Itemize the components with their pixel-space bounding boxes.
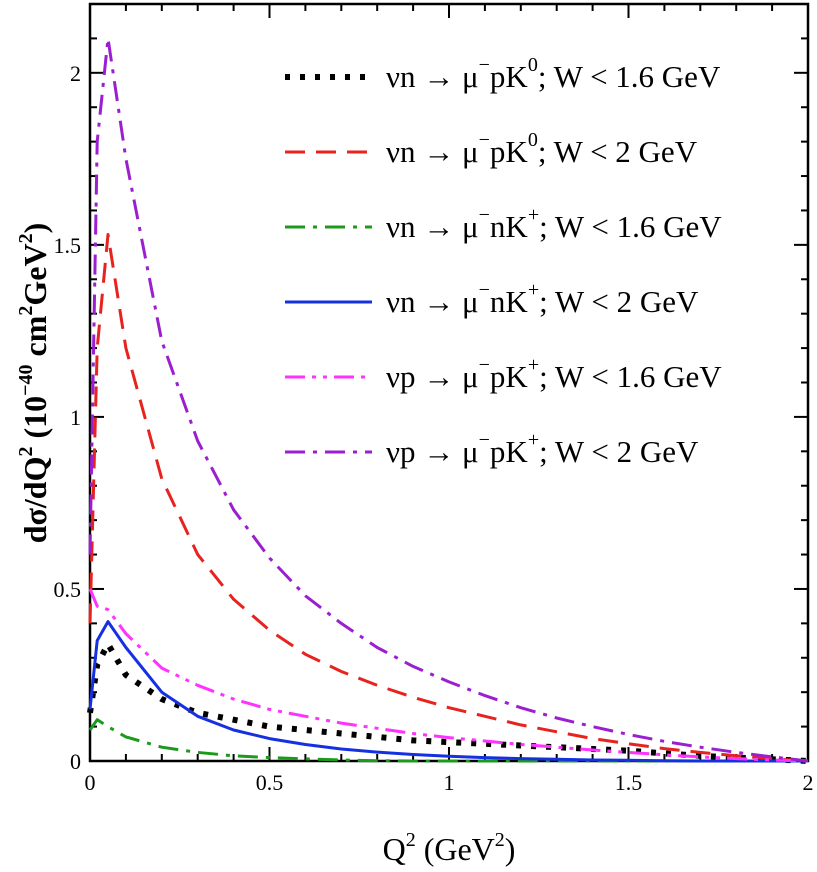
y-axis-title-main: dσ/dQ [17,457,53,544]
legend-text-part: + [528,204,539,226]
series-line-2 [88,233,809,763]
legend-text-part: − [479,204,490,226]
x-tick-label: 0 [85,770,96,795]
legend-text-part: νn → μ [386,209,479,244]
y-tick-label: 0.5 [54,577,82,602]
legend-text-part: ; W < 1.6 GeV [539,359,722,394]
legend-text-part: − [479,54,490,76]
legend-label-6: νp → μ−pK+; W < 2 GeV [386,429,699,469]
legend-text-part: νp → μ [386,359,479,394]
legend-text-part: 0 [528,129,538,151]
legend-text-part: ; W < 2 GeV [539,284,699,319]
series-layer [87,36,809,764]
legend-text-part: − [479,429,490,451]
legend-text-part: − [479,279,490,301]
y-axis-title-mid3: GeV [17,243,53,305]
y-axis-title-mid2: cm [17,315,53,364]
legend-label-3: νn → μ−nK+; W < 1.6 GeV [386,204,722,244]
x-tick-label: 1 [444,770,455,795]
series-line-6 [88,36,809,763]
y-tick-label: 1.5 [54,233,82,258]
y-tick-label: 0 [70,749,81,774]
legend-text-part: pK [490,359,529,394]
series-line-3 [88,718,808,763]
y-axis-title-sup1: 2 [15,447,37,457]
legend-text-part: νn → μ [386,134,479,169]
axis-ticks: 0 0.5 1 1.5 2 0 0.5 1 1.5 2 [54,3,814,795]
x-tick-label: 2 [803,770,814,795]
legend-text-part: − [479,354,490,376]
legend-label-2: νn → μ−pK0; W < 2 GeV [386,129,698,169]
y-axis-title-sup2: −40 [15,364,37,395]
y-axis-title-close: ) [17,223,53,234]
x-axis-title: Q2 (GeV2) [383,829,516,867]
x-axis-title-unit-sup: 2 [495,829,505,851]
legend-label-4: νn → μ−nK+; W < 2 GeV [386,279,699,319]
legend-text-part: νn → μ [386,59,479,94]
legend-text-part: pK [490,59,529,94]
legend-text-part: ; W < 2 GeV [539,434,699,469]
x-axis-title-close: ) [505,831,516,867]
y-axis-title: dσ/dQ2 (10−40 cm2GeV2) [15,223,53,544]
legend-label-5: νp → μ−pK+; W < 1.6 GeV [386,354,722,394]
series-line-1 [87,641,809,764]
y-axis-title-mid: (10 [17,396,53,447]
y-tick-label: 2 [70,61,81,86]
x-axis-title-base: Q [383,831,406,867]
y-axis-title-sup3: 2 [15,306,37,316]
legend-text-part: + [528,279,539,301]
legend-text-part: pK [490,134,529,169]
legend-text-part: − [479,129,490,151]
legend-text-part: + [528,429,539,451]
legend-text-part: ; W < 2 GeV [538,134,698,169]
x-tick-label: 1.5 [615,770,643,795]
legend-text-part: νn → μ [386,284,479,319]
legend-text-part: nK [490,209,529,244]
x-tick-label: 0.5 [256,770,284,795]
legend-label-1: νn → μ−pK0; W < 1.6 GeV [386,54,721,94]
series-line-5 [88,588,809,763]
legend-text-part: + [528,354,539,376]
legend-text-part: pK [490,434,529,469]
legend-text-part: 0 [528,54,538,76]
legend-text-part: nK [490,284,529,319]
legend-text-part: ; W < 1.6 GeV [538,59,721,94]
series-line-4 [88,620,808,763]
y-tick-label: 1 [70,405,81,430]
x-axis-title-unit: (GeV [416,831,495,867]
x-axis-title-sup: 2 [406,829,416,851]
legend-text-part: νp → μ [386,434,479,469]
y-axis-title-sup4: 2 [15,233,37,243]
legend-text-part: ; W < 1.6 GeV [539,209,722,244]
